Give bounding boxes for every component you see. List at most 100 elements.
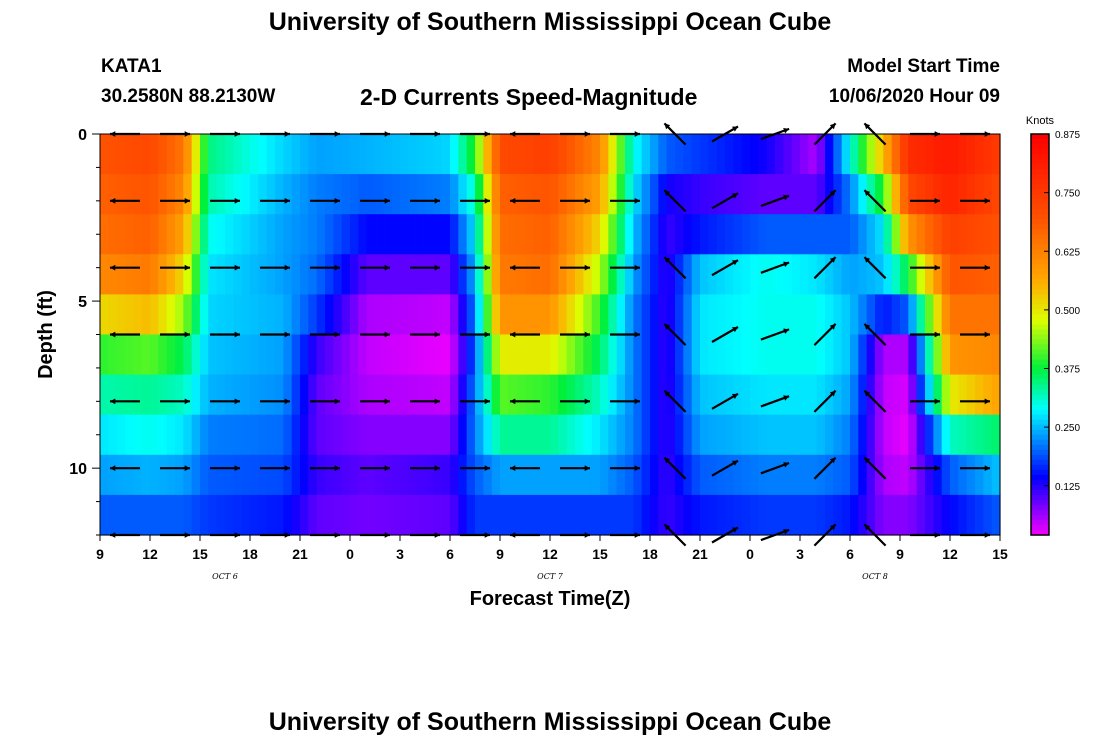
heatmap-cell xyxy=(741,494,751,536)
heatmap-cell xyxy=(833,174,843,215)
heatmap-cell xyxy=(316,374,326,416)
heatmap-cell xyxy=(158,374,168,416)
heatmap-cell xyxy=(425,414,434,456)
colorbar-segment xyxy=(1031,194,1049,200)
heatmap-cell xyxy=(308,374,318,416)
heatmap-cell xyxy=(758,174,768,215)
heatmap-cell xyxy=(808,454,818,496)
heatmap-cell xyxy=(316,134,326,175)
heatmap-cell xyxy=(700,334,709,376)
heatmap-cell xyxy=(116,134,126,175)
current-arrow xyxy=(210,398,240,405)
heatmap-cell xyxy=(341,374,351,416)
heatmap-cell xyxy=(200,454,209,496)
heatmap-cell xyxy=(625,414,634,456)
current-arrow xyxy=(410,465,440,471)
heatmap-cell xyxy=(725,214,734,255)
current-arrow xyxy=(610,331,640,338)
heatmap-cell xyxy=(950,414,959,456)
colorbar-segment xyxy=(1031,174,1049,180)
heatmap-cell xyxy=(350,294,359,336)
heatmap-cell xyxy=(525,134,534,175)
heatmap-cell xyxy=(916,134,926,175)
heatmap-cell xyxy=(566,174,576,215)
heatmap-cell xyxy=(200,254,209,295)
heatmap-cell xyxy=(566,494,576,536)
current-arrow xyxy=(760,261,790,274)
heatmap-cell xyxy=(266,174,276,215)
heatmap-cell xyxy=(766,174,776,215)
heatmap-cell xyxy=(408,214,418,255)
heatmap-cell xyxy=(741,374,751,416)
colorbar-segment xyxy=(1031,274,1049,280)
heatmap-cell xyxy=(133,174,143,215)
colorbar-segment xyxy=(1031,169,1049,175)
colorbar-segment xyxy=(1031,189,1049,195)
heatmap-cell xyxy=(916,174,926,215)
heatmap-cell xyxy=(950,174,959,215)
heatmap-cell xyxy=(175,414,184,456)
heatmap-cell xyxy=(475,414,484,456)
current-arrow xyxy=(910,398,940,405)
heatmap-cell xyxy=(850,294,859,336)
heatmap-cell xyxy=(691,414,701,456)
current-arrow xyxy=(910,198,940,204)
heatmap-cell xyxy=(108,414,118,456)
x-tick-label: 3 xyxy=(796,546,804,562)
heatmap-cell xyxy=(441,214,451,255)
heatmap-cell xyxy=(333,414,343,456)
heatmap-cell xyxy=(791,174,801,215)
heatmap-cell xyxy=(808,374,818,416)
heatmap-cell xyxy=(233,134,243,175)
heatmap-cell xyxy=(550,334,559,376)
heatmap-cell xyxy=(316,254,326,295)
heatmap-cell xyxy=(466,374,476,416)
heatmap-cell xyxy=(258,214,268,255)
heatmap-cell xyxy=(341,414,351,456)
heatmap-cell xyxy=(375,134,384,175)
heatmap-cell xyxy=(458,454,468,496)
current-arrow xyxy=(310,264,340,271)
heatmap-cell xyxy=(966,174,976,215)
current-arrow xyxy=(560,331,590,338)
colorbar-segment xyxy=(1031,359,1049,366)
heatmap-cell xyxy=(100,414,109,456)
heatmap-cell xyxy=(650,454,659,496)
heatmap-cell xyxy=(325,254,334,295)
heatmap-cell xyxy=(475,334,484,376)
heatmap-cell xyxy=(366,134,376,175)
heatmap-cell xyxy=(491,134,501,175)
heatmap-cell xyxy=(891,294,901,336)
heatmap-cell xyxy=(741,294,751,336)
current-arrow xyxy=(663,323,687,346)
heatmap-cell xyxy=(591,454,601,496)
heatmap-cell xyxy=(958,134,968,175)
colorbar-segment xyxy=(1031,179,1049,185)
heatmap-cell xyxy=(441,454,451,496)
heatmap-cell xyxy=(150,174,159,215)
heatmap-cell xyxy=(300,294,309,336)
heatmap-cell xyxy=(575,254,584,295)
heatmap-cell xyxy=(191,294,201,336)
colorbar-segment xyxy=(1031,244,1049,250)
colorbar-segment xyxy=(1031,284,1049,290)
heatmap-cell xyxy=(575,174,584,215)
heatmap-cell xyxy=(500,254,509,295)
heatmap-cell xyxy=(908,134,918,175)
current-arrow xyxy=(210,331,240,338)
current-arrow xyxy=(510,465,540,471)
heatmap-cell xyxy=(200,334,209,376)
colorbar-segment xyxy=(1031,409,1049,416)
heatmap-cell xyxy=(608,254,618,295)
heatmap-cell xyxy=(208,494,218,536)
heatmap-cell xyxy=(225,214,234,255)
heatmap-cell xyxy=(600,294,609,336)
heatmap-cell xyxy=(466,494,476,536)
heatmap-cell xyxy=(725,454,734,496)
heatmap-cell xyxy=(216,254,226,295)
heatmap-cell xyxy=(933,254,943,295)
heatmap-cell xyxy=(841,374,851,416)
heatmap-cell xyxy=(675,134,684,175)
colorbar-segment xyxy=(1031,219,1049,225)
heatmap-cell xyxy=(450,254,459,295)
